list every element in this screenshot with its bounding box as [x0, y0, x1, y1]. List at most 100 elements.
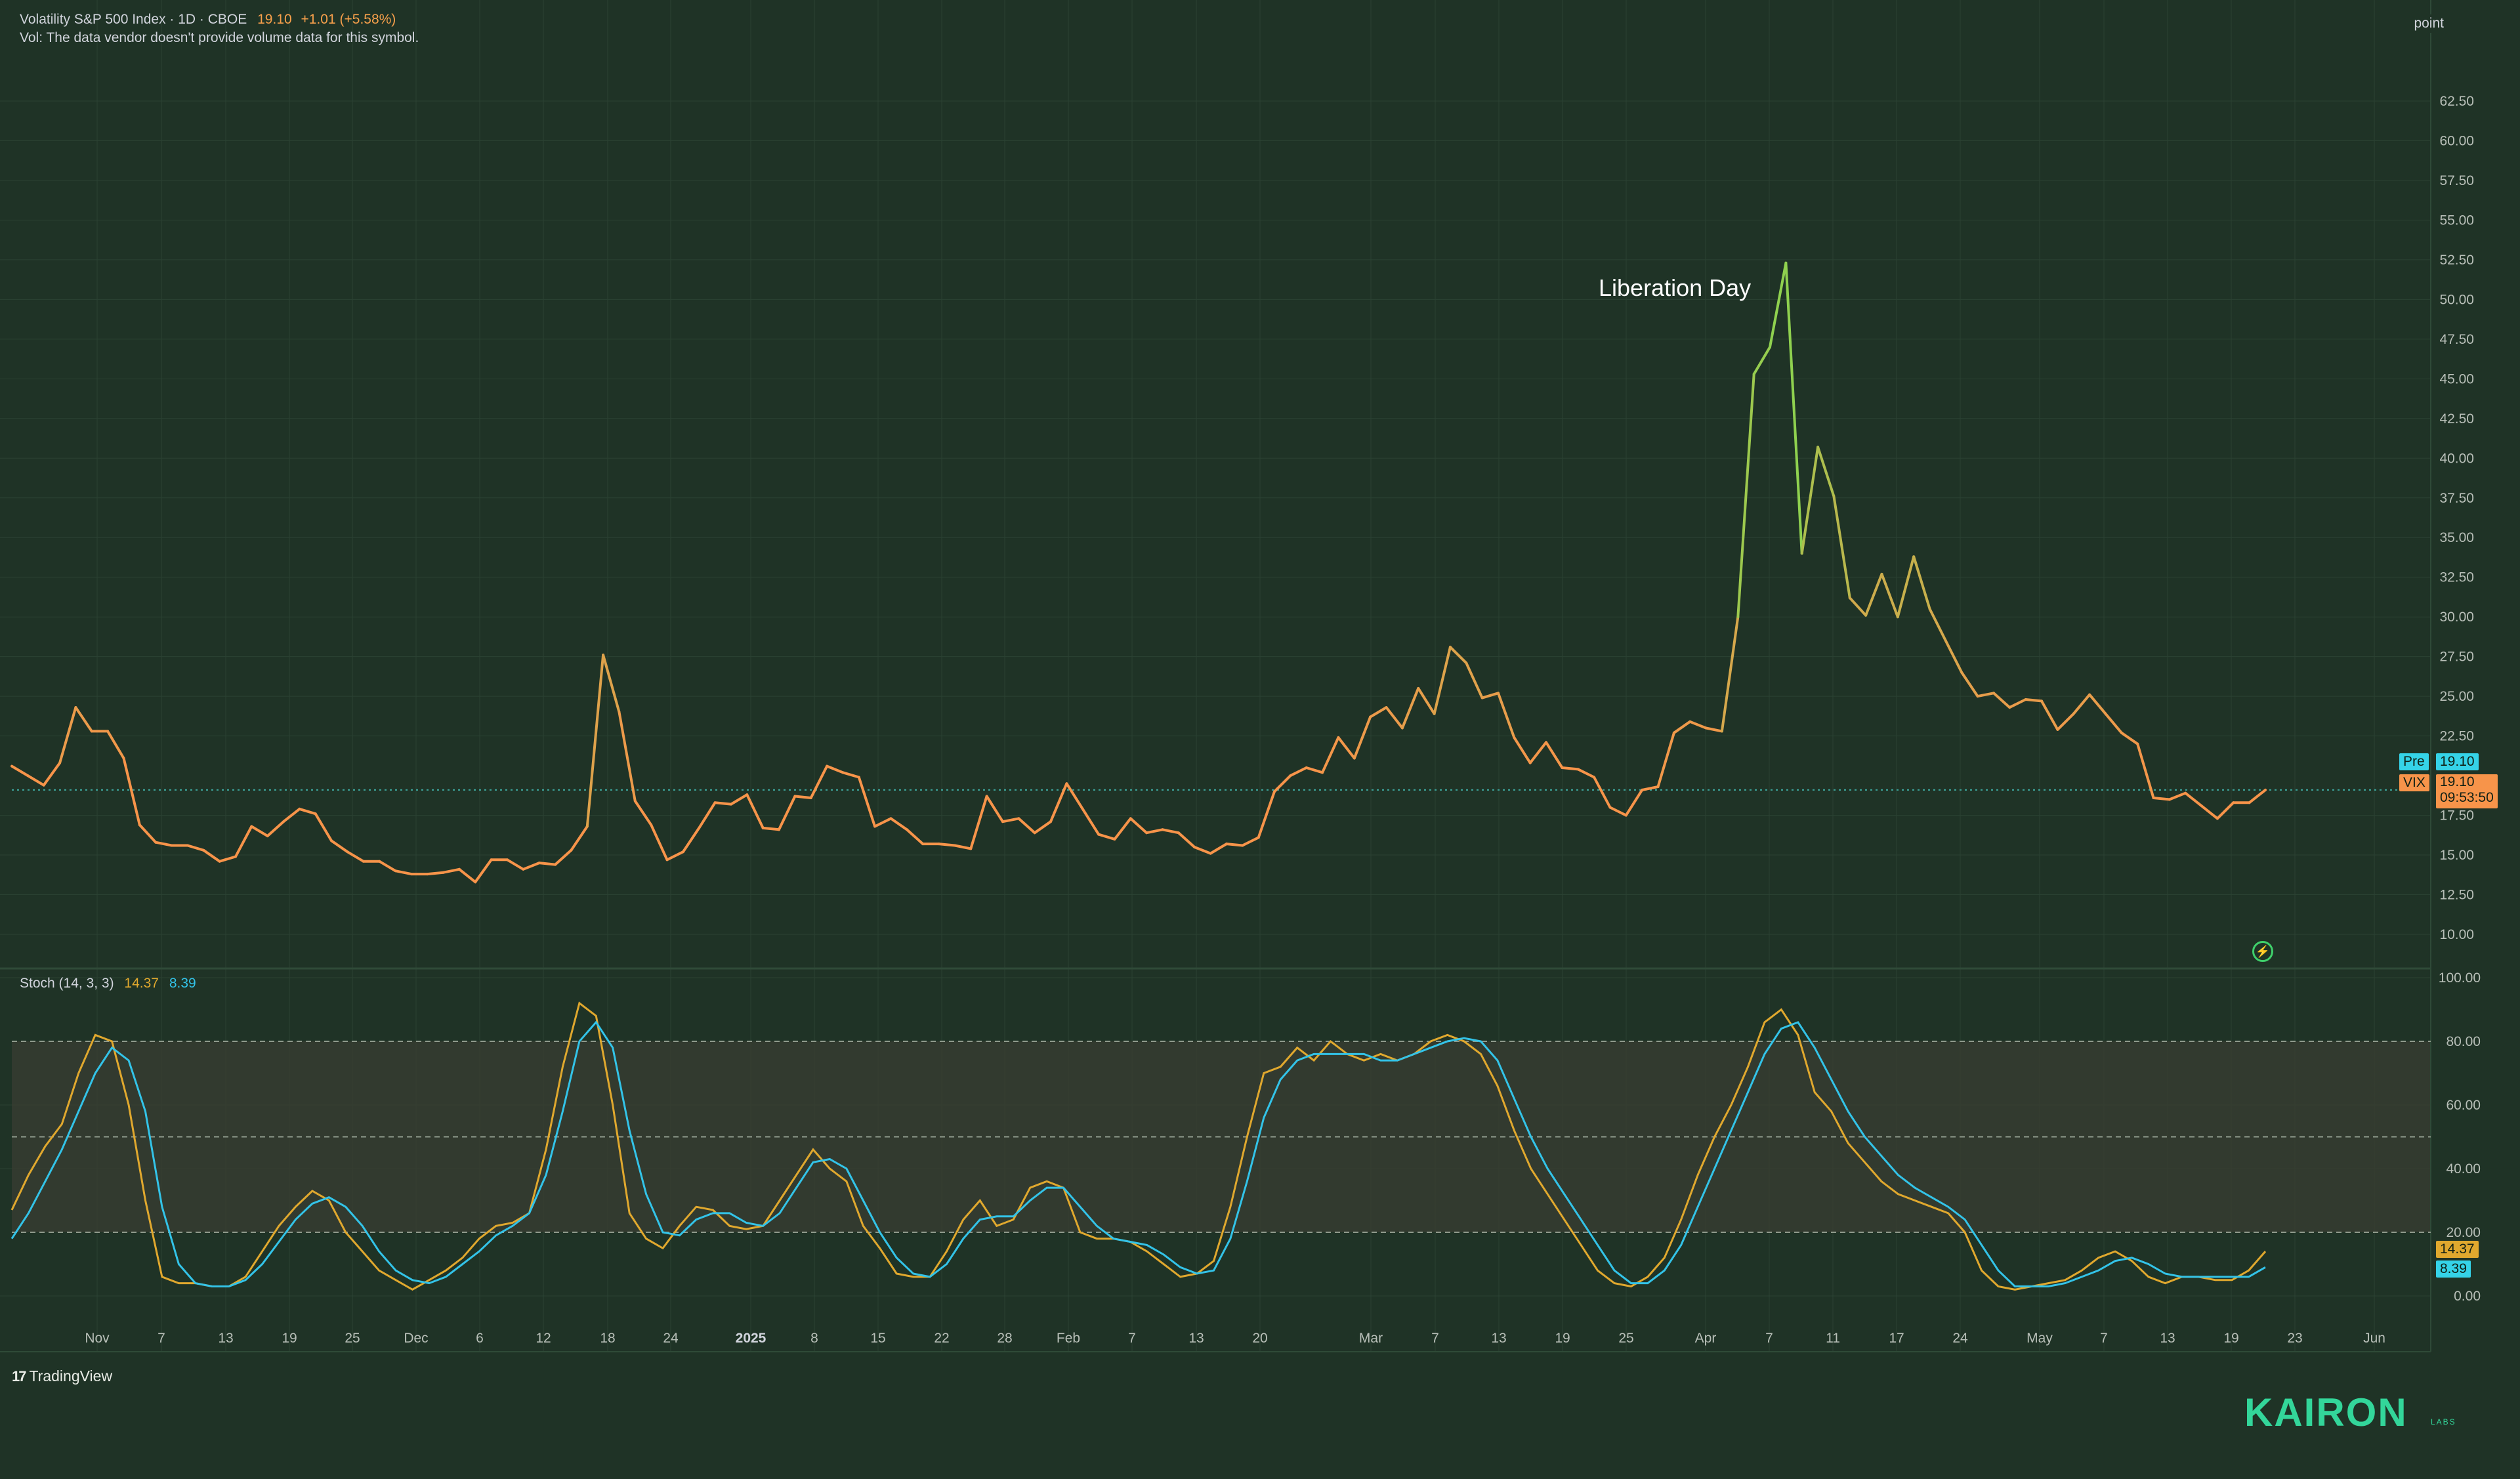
time-tick-label: 24 [1952, 1331, 1968, 1346]
time-tick-label: Nov [85, 1331, 110, 1346]
stoch-d-value: 8.39 [169, 976, 196, 991]
vix-line-segment [826, 764, 845, 774]
vix-line-segment [1608, 806, 1628, 817]
vix-line-segment [1273, 774, 1292, 793]
vix-line-segment [138, 823, 158, 844]
time-tick-label: 19 [2223, 1331, 2239, 1346]
vix-line-segment [1145, 828, 1164, 835]
time-tick-label: 11 [1826, 1331, 1840, 1346]
vix-line-segment [522, 862, 541, 871]
vix-line-segment [1433, 646, 1452, 715]
vix-line-segment [2040, 699, 2059, 731]
vix-line-segment [1081, 807, 1101, 836]
tradingview-brand[interactable]: 17 TradingView [12, 1367, 112, 1385]
kairon-logo-sub: LABS [2431, 1417, 2456, 1427]
vix-line-segment [314, 812, 333, 843]
countdown-timer: 09:53:50 [2440, 790, 2494, 805]
vix-line-segment [1177, 831, 1196, 848]
price-tick-label: 10.00 [2439, 927, 2474, 942]
stoch-d-line [10, 1020, 2266, 1287]
symbol-legend[interactable]: Volatility S&P 500 Index · 1D · CBOE 19.… [20, 12, 396, 28]
time-tick-label: Jun [2363, 1331, 2385, 1346]
lightning-bolt-icon[interactable]: ⚡ [2252, 941, 2273, 962]
pre-market-tag-label: Pre [2399, 753, 2429, 770]
vix-line-segment [106, 730, 125, 760]
time-tick-label: 25 [1618, 1331, 1634, 1346]
vix-line-segment [1225, 843, 1244, 847]
vix-line-segment [394, 869, 413, 876]
stoch-lines [10, 1001, 2267, 1291]
vix-line-segment [1385, 706, 1404, 730]
vix-line-segment [378, 860, 397, 873]
time-tick-label: Dec [404, 1331, 429, 1346]
vix-line-segment [2200, 804, 2219, 820]
vix-line-segment [1752, 346, 1771, 376]
price-tick-label: 17.50 [2439, 808, 2474, 823]
time-tick-label: 13 [2160, 1331, 2175, 1346]
vix-line-segment [1513, 736, 1532, 764]
vix-line-segment [650, 823, 669, 862]
vix-line-segment [1720, 615, 1740, 733]
vix-line-segment [42, 761, 62, 787]
vix-line-segment [1305, 766, 1324, 774]
vix-line-segment [1289, 766, 1308, 778]
vix-line-segment [1928, 608, 1947, 642]
time-tick-label: 13 [218, 1331, 234, 1346]
time-tick-label: 8 [810, 1331, 818, 1346]
vix-line-segment [985, 795, 1004, 823]
time-tick-label: 15 [870, 1331, 886, 1346]
vix-line-segment [1689, 720, 1708, 730]
time-tick-label: 23 [2287, 1331, 2303, 1346]
stoch-tick-label: 0.00 [2454, 1289, 2481, 1304]
price-tick-label: 45.00 [2439, 371, 2474, 386]
price-tick-label: 50.00 [2439, 292, 2474, 307]
vix-line-segment [857, 776, 877, 828]
vix-line-segment [1880, 572, 1899, 619]
vix-line-segment [266, 820, 285, 837]
vix-line-segment [58, 706, 77, 764]
vix-line-segment [602, 654, 621, 714]
stoch-label: Stoch (14, 3, 3) [20, 976, 114, 991]
vix-line-segment [1593, 776, 1612, 809]
time-tick-label: 6 [476, 1331, 484, 1346]
price-axis: 62.50 60.00 57.50 55.00 52.50 50.00 47.50 45.00… [2439, 94, 2474, 942]
price-change-value: +1.01 (+5.58%) [301, 12, 396, 27]
vix-line-segment [1209, 843, 1228, 855]
stoch-d-tag: 8.39 [2436, 1260, 2471, 1278]
vix-line-segment [10, 764, 30, 778]
vix-line-segment [1065, 782, 1084, 810]
stoch-k-tag: 14.37 [2436, 1241, 2479, 1258]
vix-line-segment [346, 850, 365, 863]
vix-line-segment [2184, 791, 2203, 808]
vix-line-segment [1545, 741, 1564, 769]
vix-line-segment [681, 826, 701, 854]
time-tick-label: Mar [1358, 1331, 1383, 1346]
time-tick-label: May [2026, 1331, 2053, 1346]
price-tick-label: 42.50 [2439, 411, 2474, 427]
time-tick-label: 7 [1128, 1331, 1136, 1346]
price-tick-label: 15.00 [2439, 848, 2474, 863]
stoch-band-lines [12, 1041, 2431, 1233]
price-tick-label: 35.00 [2439, 530, 2474, 545]
vix-line-segment [426, 871, 445, 876]
last-price-value: 19.10 [257, 12, 292, 27]
stoch-tick-label: 20.00 [2446, 1225, 2481, 1240]
vix-line-segment [1129, 817, 1148, 835]
vix-line-segment [506, 858, 525, 871]
liberation-day-annotation[interactable]: Liberation Day [1599, 274, 1752, 301]
stoch-tick-label: 80.00 [2446, 1034, 2481, 1049]
time-tick-label: Apr [1694, 1331, 1717, 1346]
vix-line-segment [2168, 791, 2187, 801]
time-tick-label: 24 [663, 1331, 679, 1346]
time-tick-label: 19 [1555, 1331, 1570, 1346]
vix-line-segment [250, 825, 269, 837]
vix-line-segment [26, 774, 45, 787]
axis-unit-label[interactable]: point [2410, 14, 2448, 33]
vix-line-segment [761, 826, 780, 831]
vix-line-segment [202, 848, 221, 863]
vix-tag-value: 19.10 [2440, 774, 2475, 789]
stoch-legend[interactable]: Stoch (14, 3, 3) 14.37 8.39 [20, 976, 196, 991]
price-tick-label: 22.50 [2439, 729, 2474, 744]
vix-line-segment [1769, 261, 1788, 348]
